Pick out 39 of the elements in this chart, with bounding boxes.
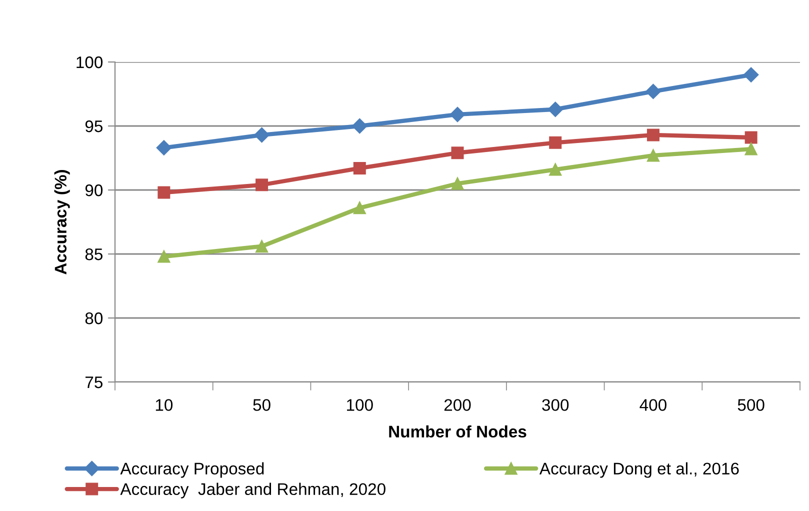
y-tick-label: 80	[85, 312, 103, 324]
y-tick-label: 95	[85, 120, 102, 132]
x-tick-label: 100	[347, 399, 373, 411]
x-tick-label: 50	[253, 399, 270, 411]
legend-label: Accuracy Dong et al., 2016	[539, 462, 739, 478]
y-tick-label: 85	[85, 248, 102, 260]
y-tick-label: 75	[86, 376, 102, 388]
point	[744, 67, 759, 82]
x-tick-label: 300	[542, 399, 569, 411]
point	[352, 118, 368, 134]
point	[451, 146, 464, 160]
point	[353, 162, 366, 174]
point	[158, 250, 170, 263]
point	[549, 163, 562, 176]
point	[744, 131, 758, 144]
x-tick-label: 500	[738, 399, 764, 411]
y-tick-label: 90	[85, 184, 103, 196]
point	[256, 240, 268, 253]
point	[451, 177, 464, 190]
y-tick-label: 100	[76, 56, 103, 68]
x-axis-title: Number of Nodes	[389, 425, 526, 438]
point	[156, 140, 172, 156]
x-tick-label: 200	[444, 399, 471, 411]
legend-label: Accuracy Proposed	[120, 462, 264, 478]
x-tick-label: 10	[156, 399, 173, 411]
point	[646, 149, 660, 162]
x-tick-label: 400	[640, 399, 666, 411]
point	[353, 202, 366, 214]
y-axis-title: Accuracy (%)	[54, 170, 70, 274]
point	[744, 142, 758, 156]
point	[158, 186, 170, 199]
point	[646, 128, 660, 142]
point	[256, 178, 268, 192]
point	[254, 127, 270, 143]
point	[548, 102, 563, 117]
point	[450, 106, 466, 122]
point	[549, 136, 562, 149]
point	[646, 84, 661, 100]
legend-label: Accuracy Jaber and Rehman, 2020	[120, 482, 386, 498]
